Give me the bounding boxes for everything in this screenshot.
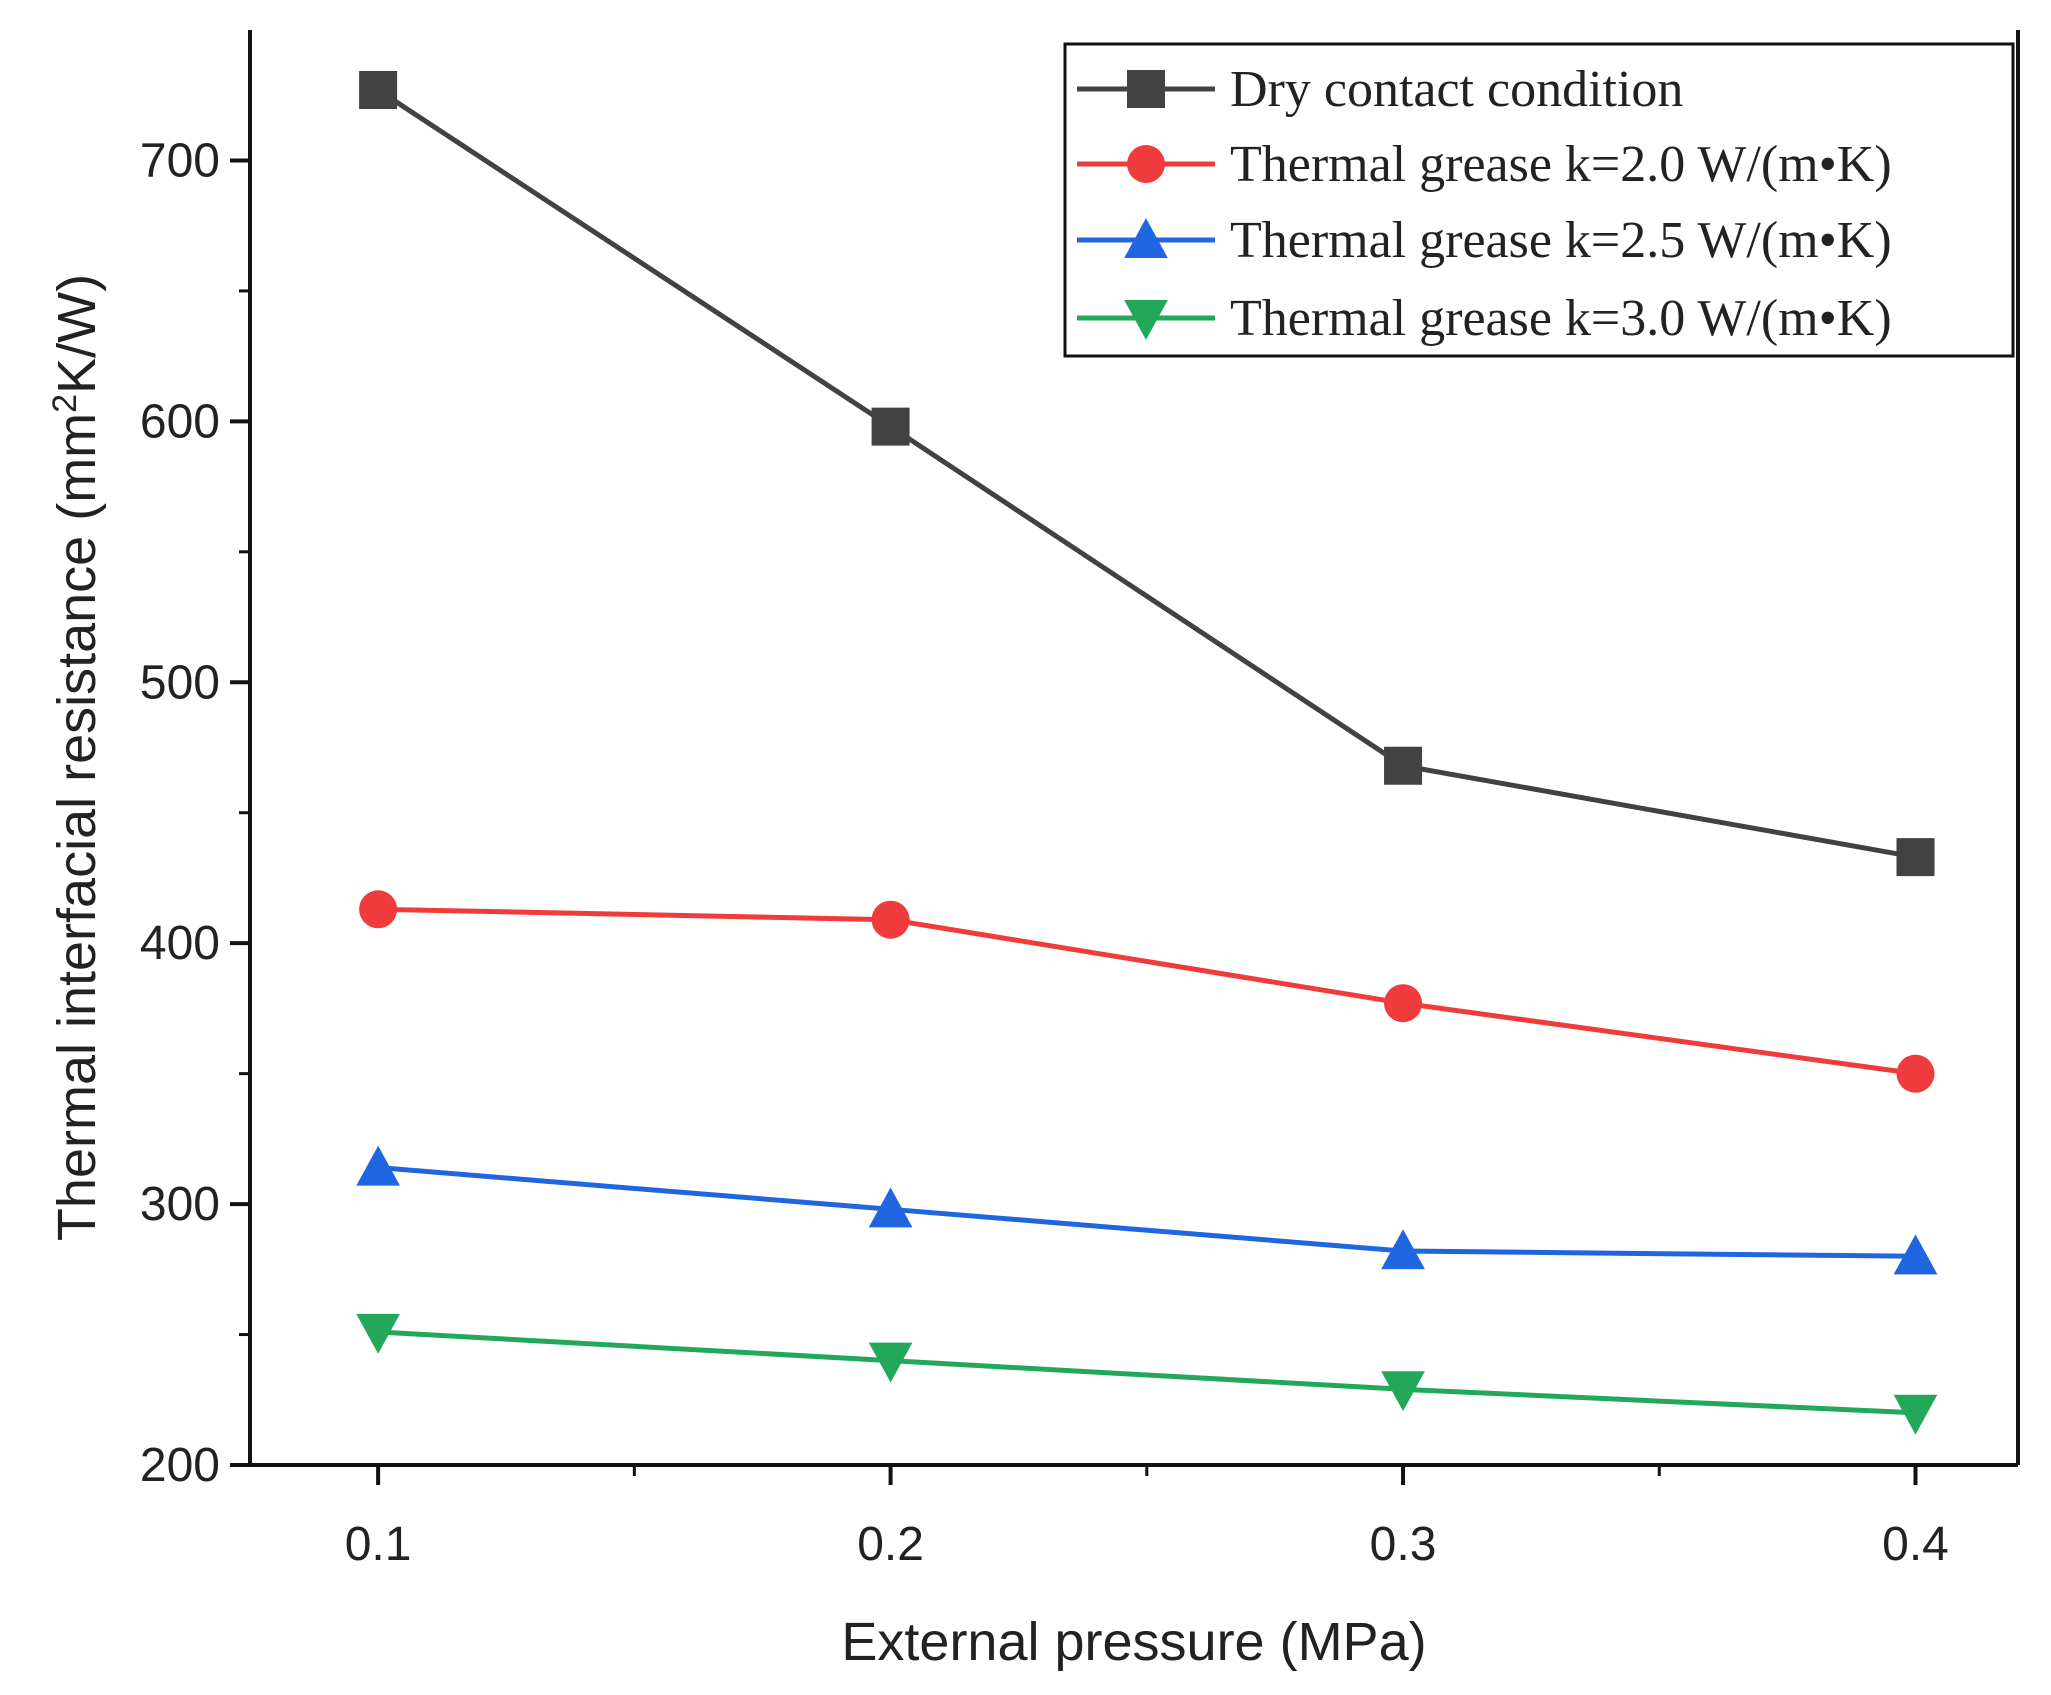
- series-line-4: [375, 1329, 1919, 1416]
- y-tick-label-700: 700: [140, 134, 220, 187]
- series-1-point-3: [1384, 746, 1423, 785]
- series-4-point-4: [1893, 1394, 1938, 1435]
- series-2-point-4: [1896, 1054, 1935, 1093]
- y-axis-title-superscript: 2: [46, 394, 84, 413]
- x-tick-label-0.1: 0.1: [345, 1518, 412, 1571]
- y-tick-label-600: 600: [140, 395, 220, 448]
- series-3-point-2: [868, 1187, 913, 1228]
- y-tick-label-200: 200: [140, 1439, 220, 1492]
- legend-marker-4: [1124, 299, 1168, 340]
- legend-label-2: Thermal grease k=2.0 W/(m•K): [1230, 136, 1892, 193]
- x-tick-label-0.3: 0.3: [1370, 1518, 1437, 1571]
- legend-label-1: Dry contact condition: [1230, 61, 1683, 118]
- series-4-point-2: [868, 1342, 913, 1383]
- y-tick-label-300: 300: [140, 1178, 220, 1231]
- series-1-point-1: [359, 71, 398, 110]
- y-tick-label-400: 400: [140, 917, 220, 970]
- legend-marker-1: [1127, 70, 1165, 108]
- x-axis-title: External pressure (MPa): [841, 1612, 1426, 1672]
- series-1-point-4: [1896, 838, 1935, 877]
- x-tick-label-0.2: 0.2: [857, 1518, 924, 1571]
- y-axis-title: Thermal interfacial resistance (mm2K/W): [46, 274, 107, 1241]
- series-line-3: [375, 1165, 1919, 1259]
- series-3-point-3: [1381, 1229, 1425, 1270]
- series-line-1: [375, 87, 1919, 860]
- y-tick-label-500: 500: [140, 656, 220, 709]
- y-axis-title-tail: K/W): [47, 274, 107, 394]
- series-3-point-1: [356, 1145, 400, 1186]
- series-4-point-3: [1381, 1371, 1425, 1412]
- legend-marker-3: [1124, 218, 1168, 259]
- legend-label-3: Thermal grease k=2.5 W/(m•K): [1230, 212, 1892, 269]
- series-2-point-2: [871, 900, 910, 939]
- legend-marker-2: [1127, 145, 1165, 183]
- series-3-point-4: [1893, 1234, 1938, 1275]
- series-4-point-1: [356, 1313, 400, 1354]
- x-tick-label-0.4: 0.4: [1882, 1518, 1949, 1571]
- y-axis-title-main: Thermal interfacial resistance (mm: [47, 413, 107, 1241]
- legend-box: [1063, 42, 2015, 358]
- series-2-point-1: [359, 890, 398, 929]
- series-1-point-2: [871, 407, 910, 446]
- series-line-2: [375, 906, 1919, 1077]
- series-2-point-3: [1384, 984, 1423, 1023]
- legend-label-4: Thermal grease k=3.0 W/(m•K): [1230, 290, 1892, 347]
